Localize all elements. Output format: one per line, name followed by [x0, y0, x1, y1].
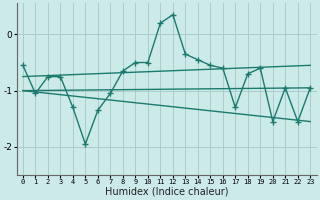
X-axis label: Humidex (Indice chaleur): Humidex (Indice chaleur) [105, 187, 228, 197]
